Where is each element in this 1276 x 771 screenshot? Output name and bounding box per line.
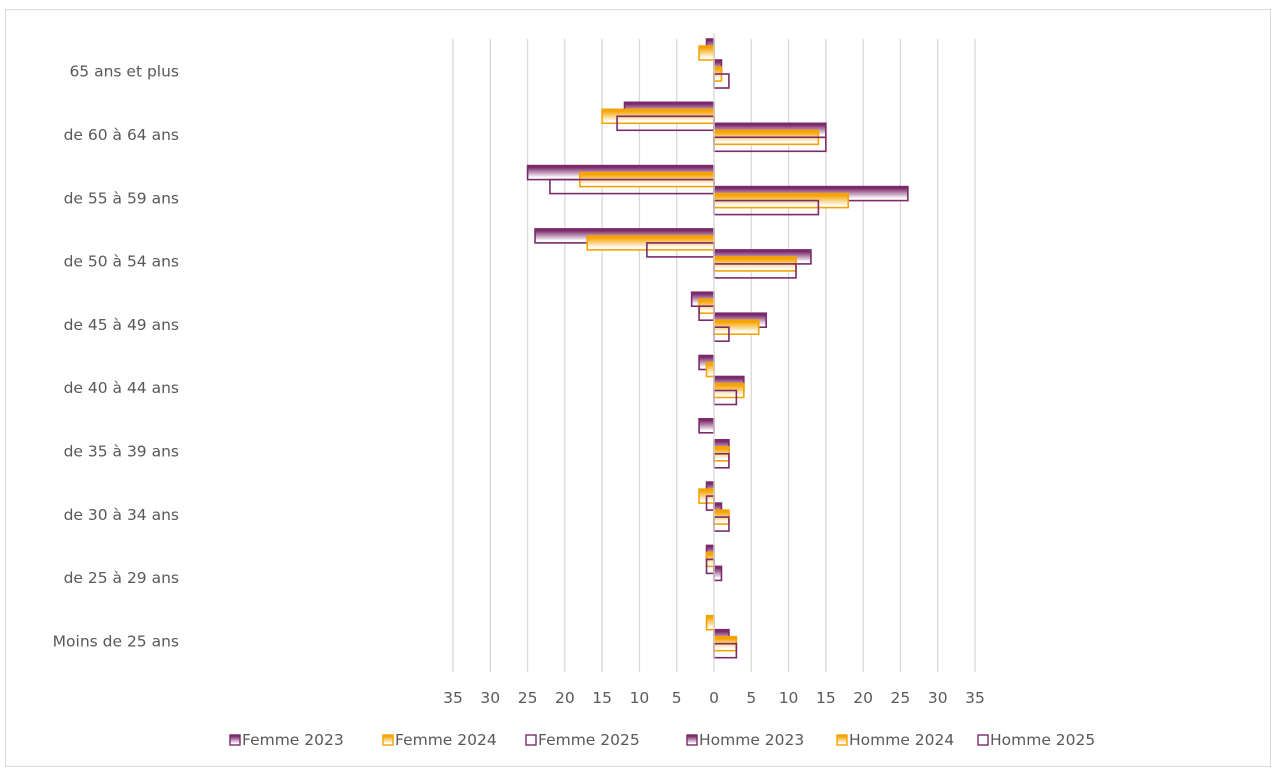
x-tick-label: 0	[709, 689, 719, 707]
category-label: de 45 à 49 ans	[64, 316, 179, 334]
legend-label: Femme 2024	[395, 731, 497, 749]
legend-swatch	[382, 734, 394, 746]
legend-swatch	[836, 734, 848, 746]
x-tick-label: 30	[928, 689, 948, 707]
bar-femme-2024	[705, 361, 715, 378]
legend-swatch	[977, 734, 989, 746]
legend-item-femme-2024: Femme 2024	[382, 731, 497, 749]
legend-item-femme-2025: Femme 2025	[525, 731, 640, 749]
legend: Femme 2023 Femme 2024 Femme 2025 Homme 2023…	[229, 731, 1095, 749]
bar-homme-2023	[713, 565, 723, 582]
legend-label: Homme 2025	[990, 731, 1095, 749]
legend-item-homme-2023: Homme 2023	[686, 731, 804, 749]
population-pyramid-chart: Moins de 25 ans de 25 à 29 ans de 30 à 34 …	[53, 33, 1095, 749]
x-tick-label: 15	[592, 689, 612, 707]
legend-swatch	[229, 734, 241, 746]
gridlines	[452, 39, 976, 672]
x-tick-label: 10	[630, 689, 650, 707]
x-tick-label: 15	[816, 689, 836, 707]
x-tick-label: 30	[480, 689, 500, 707]
legend-item-homme-2025: Homme 2025	[977, 731, 1095, 749]
category-label: Moins de 25 ans	[53, 632, 179, 650]
x-tick-label: 25	[891, 689, 911, 707]
legend-label: Homme 2024	[849, 731, 954, 749]
category-label: de 50 à 54 ans	[64, 253, 179, 271]
legend-label: Homme 2023	[699, 731, 804, 749]
x-tick-label: 20	[853, 689, 873, 707]
legend-swatch	[686, 734, 698, 746]
category-label: de 55 à 59 ans	[64, 189, 179, 207]
category-labels: Moins de 25 ans de 25 à 29 ans de 30 à 34 …	[53, 63, 179, 651]
category-label: de 35 à 39 ans	[64, 442, 179, 460]
x-tick-label: 5	[672, 689, 682, 707]
bar-femme-2024	[705, 614, 715, 631]
legend-swatch	[525, 734, 537, 746]
bar-femme-2023	[698, 417, 715, 434]
category-label: 65 ans et plus	[69, 63, 179, 81]
x-tick-label: 20	[555, 689, 575, 707]
category-label: de 30 à 34 ans	[64, 506, 179, 524]
x-tick-label: 10	[779, 689, 799, 707]
x-tick-label: 5	[746, 689, 756, 707]
category-label: de 25 à 29 ans	[64, 569, 179, 587]
value-tick-labels: 35 30 25 20 15 10 5 0 5 10 15 20 25 30 35	[443, 689, 985, 707]
legend-label: Femme 2025	[538, 731, 640, 749]
bars	[526, 38, 909, 659]
legend-item-femme-2023: Femme 2023	[229, 731, 344, 749]
category-label: de 40 à 44 ans	[64, 379, 179, 397]
x-tick-label: 35	[965, 689, 985, 707]
x-tick-label: 35	[443, 689, 463, 707]
chart-frame: Moins de 25 ans de 25 à 29 ans de 30 à 34 …	[5, 9, 1271, 767]
legend-label: Femme 2023	[242, 731, 344, 749]
bar-femme-2024	[698, 45, 715, 61]
legend-item-homme-2024: Homme 2024	[836, 731, 954, 749]
category-label: de 60 à 64 ans	[64, 126, 179, 144]
x-tick-label: 25	[518, 689, 538, 707]
